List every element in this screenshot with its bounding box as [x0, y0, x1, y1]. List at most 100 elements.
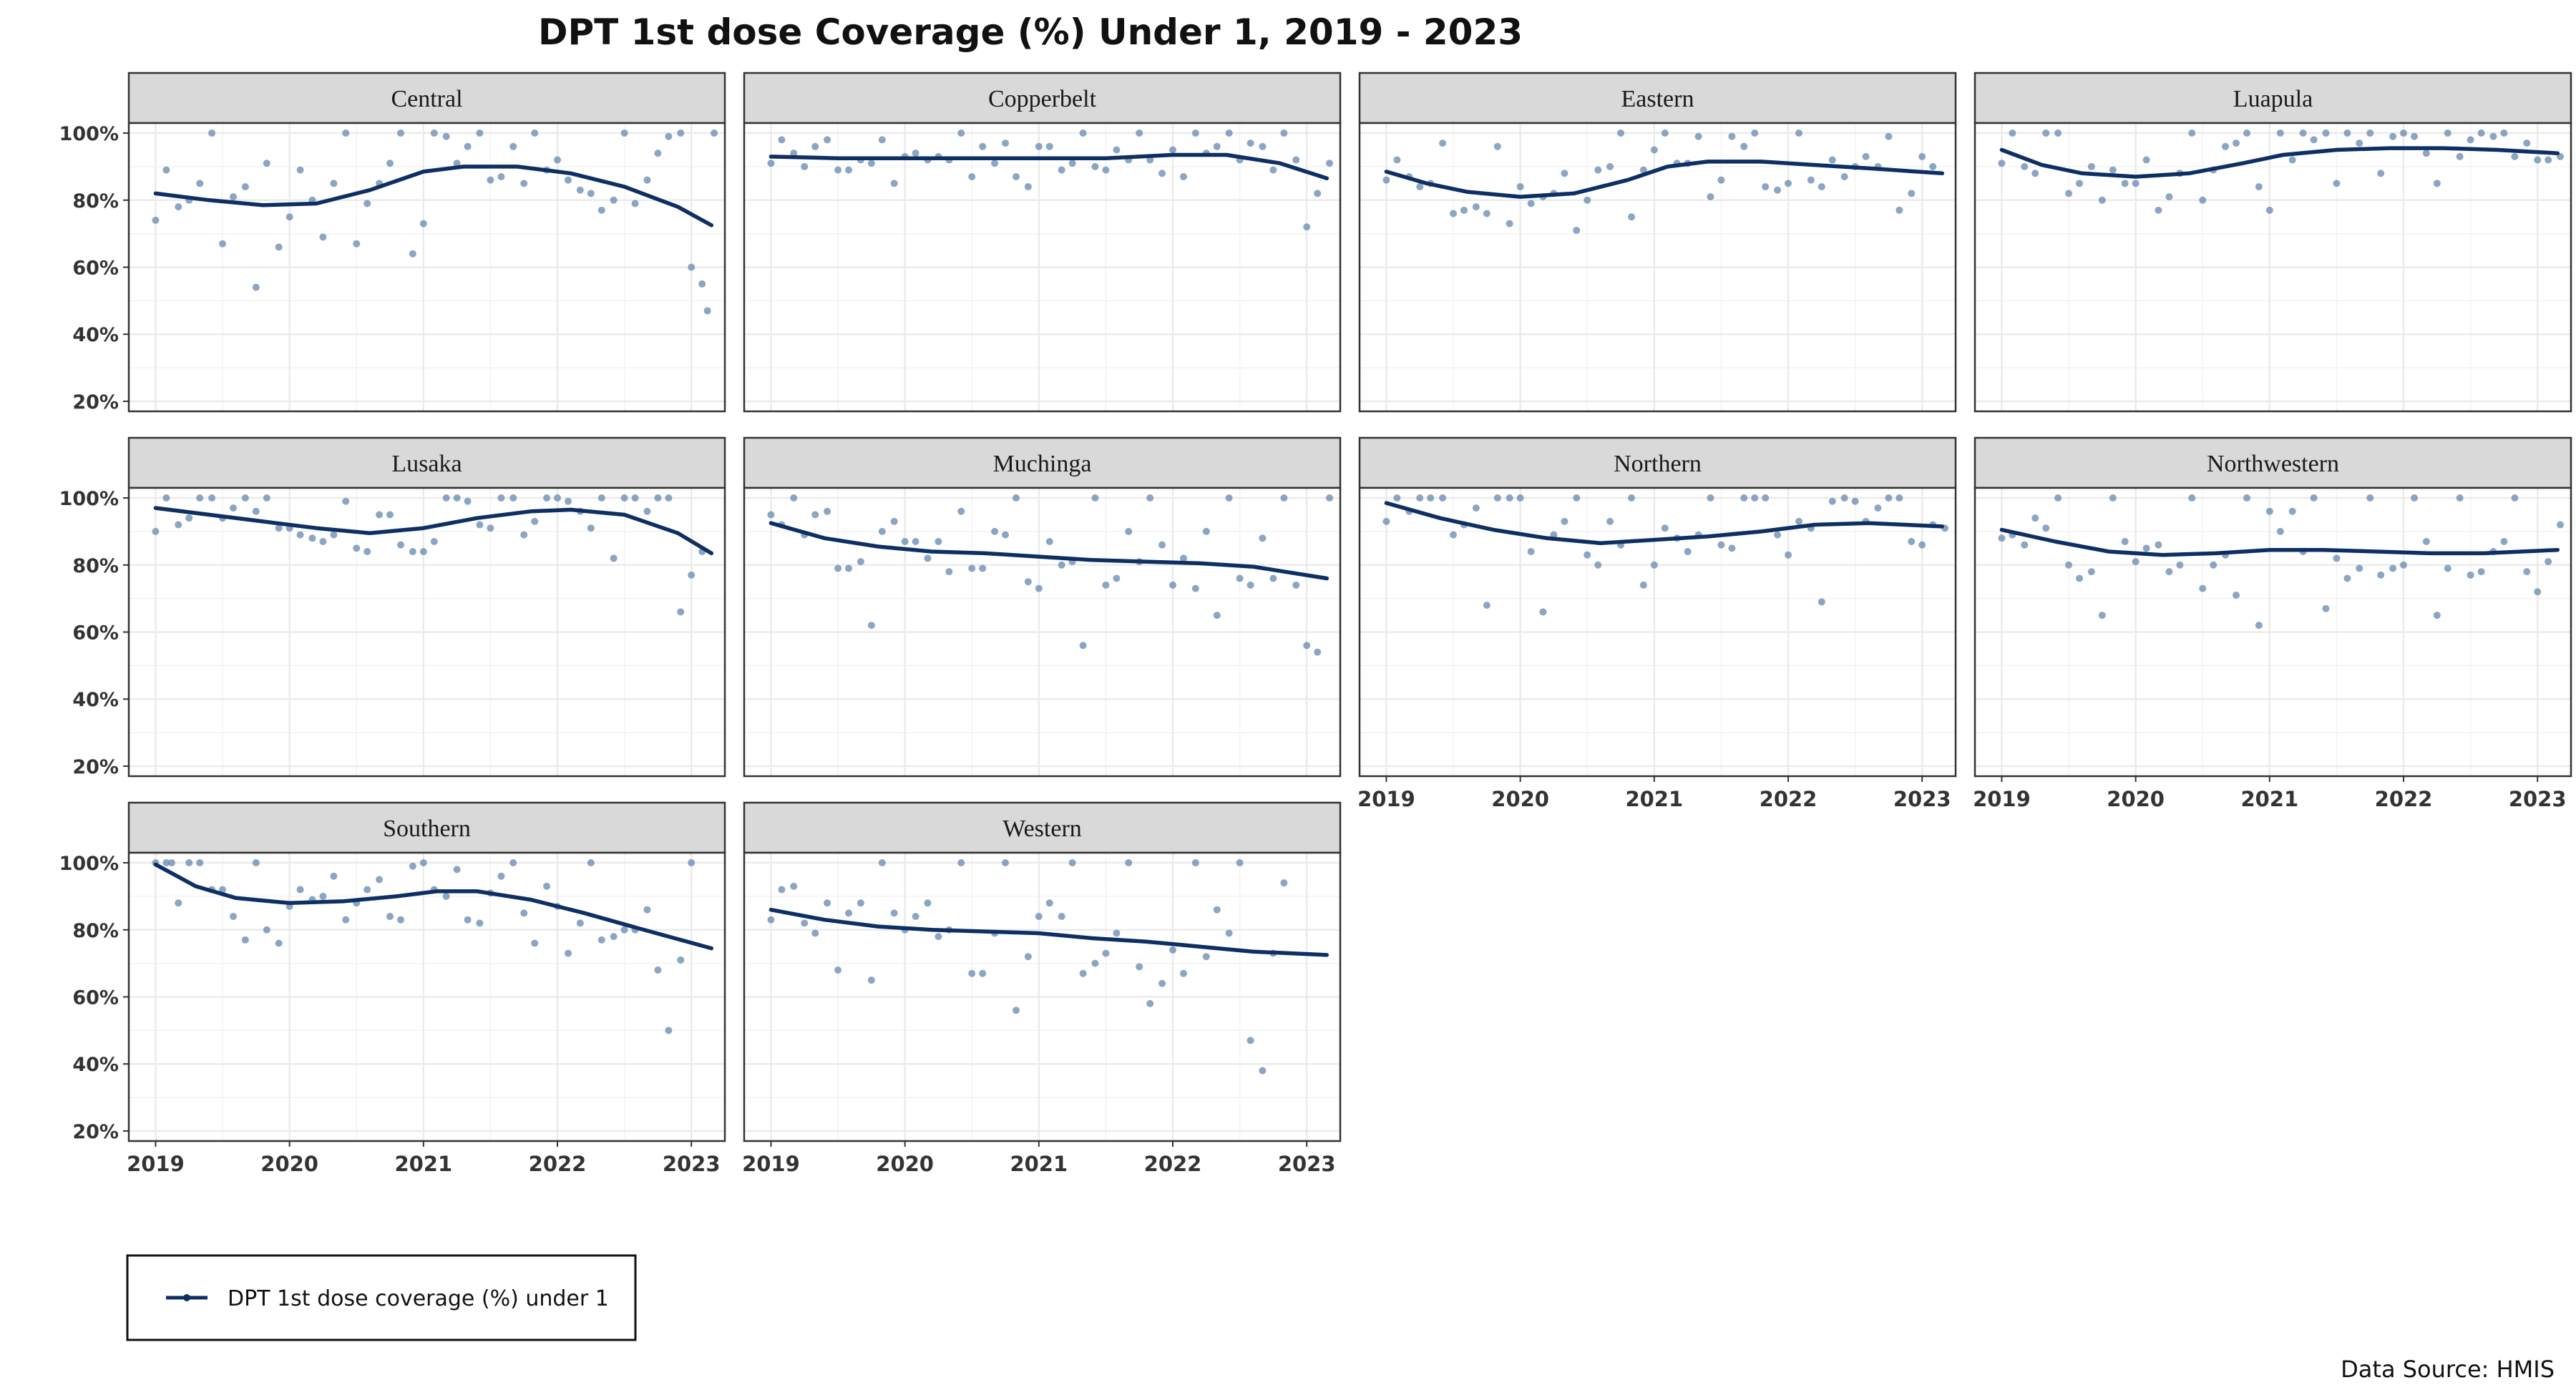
data-point: [275, 524, 283, 532]
data-point: [991, 160, 999, 167]
data-point: [2400, 561, 2408, 569]
data-point: [2299, 129, 2307, 137]
data-point: [2243, 129, 2250, 137]
data-point: [476, 129, 484, 137]
data-point: [1146, 494, 1154, 502]
data-point: [1493, 494, 1501, 502]
y-tick-label: 80%: [72, 555, 119, 577]
data-point: [2210, 561, 2218, 569]
data-point: [263, 494, 270, 502]
data-point: [878, 527, 886, 535]
data-point: [1561, 517, 1568, 525]
data-point: [1885, 132, 1893, 140]
data-point: [353, 544, 361, 552]
data-point: [1236, 574, 1244, 582]
data-point: [1493, 142, 1501, 150]
data-point: [497, 872, 505, 880]
data-point: [442, 892, 450, 900]
data-point: [296, 531, 304, 539]
data-point: [208, 129, 216, 137]
data-point: [531, 939, 539, 947]
data-point: [330, 180, 338, 187]
data-point: [610, 196, 618, 204]
data-point: [185, 514, 193, 522]
data-point: [631, 494, 639, 502]
data-point: [1146, 156, 1154, 164]
data-point: [778, 886, 786, 894]
data-point: [1191, 859, 1199, 867]
x-tick-label: 2023: [1278, 1152, 1336, 1176]
data-point: [620, 926, 628, 934]
data-point: [1246, 140, 1254, 147]
data-point: [631, 200, 639, 207]
data-point: [1213, 906, 1221, 914]
data-point: [2276, 527, 2284, 535]
data-point: [2400, 129, 2408, 137]
strip-label-central: Central: [391, 86, 462, 112]
data-point: [1246, 1037, 1254, 1044]
data-point: [2031, 170, 2039, 177]
data-point: [1136, 963, 1143, 971]
x-tick-label: 2020: [2107, 787, 2165, 811]
data-point: [2343, 574, 2351, 582]
strip-label-southern: Southern: [383, 816, 471, 842]
data-point: [2076, 574, 2084, 582]
data-point: [968, 969, 976, 977]
data-point: [1012, 494, 1020, 502]
panel-border: [1358, 486, 1957, 778]
data-point: [790, 882, 798, 890]
data-point: [376, 511, 384, 519]
y-tick-label: 60%: [72, 622, 119, 645]
data-point: [2021, 541, 2029, 549]
data-point: [2065, 190, 2073, 197]
data-point: [2233, 591, 2240, 599]
strip-label-northern: Northern: [1614, 451, 1702, 477]
data-point: [957, 129, 965, 137]
data-point: [1280, 879, 1288, 887]
data-point: [1617, 129, 1625, 137]
data-point: [1024, 183, 1032, 191]
data-point: [2188, 129, 2196, 137]
data-point: [834, 166, 842, 174]
data-point: [845, 909, 853, 917]
data-point: [2511, 152, 2519, 160]
data-point: [857, 558, 864, 566]
data-point: [442, 494, 450, 502]
data-point: [935, 933, 942, 941]
data-point: [419, 220, 427, 227]
data-point: [610, 933, 618, 941]
data-point: [703, 307, 711, 315]
trend-line-lusaka: [153, 506, 714, 556]
data-point: [1774, 186, 1782, 194]
panel-lusaka: Lusaka 20% 40% 60% 80% 100%: [59, 436, 726, 778]
data-point: [2142, 156, 2150, 164]
data-point: [396, 129, 404, 137]
data-point: [286, 213, 293, 221]
data-point: [2545, 156, 2552, 164]
data-point: [1661, 129, 1669, 137]
data-point: [767, 916, 775, 924]
data-point: [1113, 929, 1121, 937]
data-point: [2109, 166, 2117, 174]
data-point: [654, 494, 662, 502]
y-tick-label: 40%: [72, 324, 119, 346]
trend-line-western: [769, 907, 1330, 957]
trend-line-eastern: [1384, 160, 1945, 199]
data-point: [957, 859, 965, 867]
x-tick-label: 2021: [394, 1152, 452, 1176]
data-point: [1179, 172, 1187, 180]
data-point: [1795, 129, 1802, 137]
data-point: [2377, 170, 2385, 177]
data-point: [2165, 568, 2173, 576]
x-tick-label: 2021: [1010, 1152, 1068, 1176]
data-point: [610, 554, 618, 562]
data-point: [1751, 494, 1759, 502]
data-point: [1225, 929, 1233, 937]
data-point: [643, 906, 651, 914]
data-point: [497, 494, 505, 502]
data-point: [409, 862, 416, 870]
data-point: [1314, 190, 1322, 197]
data-point: [520, 531, 528, 539]
data-point: [767, 160, 775, 167]
strip-western: [743, 801, 1342, 854]
